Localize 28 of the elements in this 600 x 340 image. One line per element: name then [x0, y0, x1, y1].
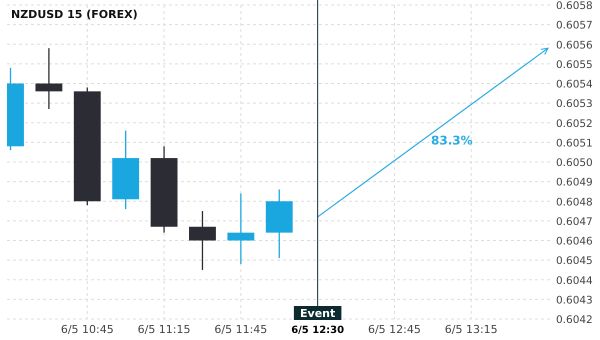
- x-tick-label: 6/5 10:45: [60, 323, 114, 336]
- x-tick-label: 6/5 13:15: [444, 323, 498, 336]
- y-tick-label: 0.6057: [556, 20, 593, 32]
- candlestick: [35, 48, 62, 110]
- y-tick-label: 0.6045: [556, 255, 593, 268]
- y-tick-label: 0.6051: [556, 137, 593, 150]
- y-tick-label: 0.6044: [556, 274, 594, 287]
- y-tick-label: 0.6048: [556, 196, 593, 208]
- candlestick: [227, 192, 254, 265]
- ref-line-label: Event: [300, 307, 336, 320]
- y-tick-label: 0.6056: [556, 39, 594, 52]
- x-tick-label: 6/5 11:15: [138, 323, 191, 336]
- y-tick-label: 0.6050: [556, 157, 593, 169]
- y-tick-label: 0.6043: [556, 294, 593, 306]
- y-tick-label: 0.6049: [556, 176, 593, 189]
- x-tick-label: 6/5 12:45: [368, 323, 421, 336]
- y-tick-label: 0.6054: [556, 78, 594, 90]
- y-tick-label: 0.6052: [556, 118, 593, 130]
- y-tick-label: 0.6058: [556, 0, 593, 12]
- y-tick-label: 0.6047: [556, 216, 593, 228]
- chart-title: NZDUSD 15 (FOREX): [11, 8, 138, 21]
- y-tick-label: 0.6042: [556, 314, 593, 326]
- y-tick-label: 0.6055: [556, 58, 593, 71]
- x-tick-label: 6/5 11:45: [214, 323, 268, 336]
- y-tick-label: 0.6053: [556, 98, 593, 110]
- annotation: 83.3%: [431, 134, 473, 148]
- x-tick-label: 6/5 12:30: [291, 325, 344, 336]
- y-tick-label: 0.6046: [556, 236, 594, 248]
